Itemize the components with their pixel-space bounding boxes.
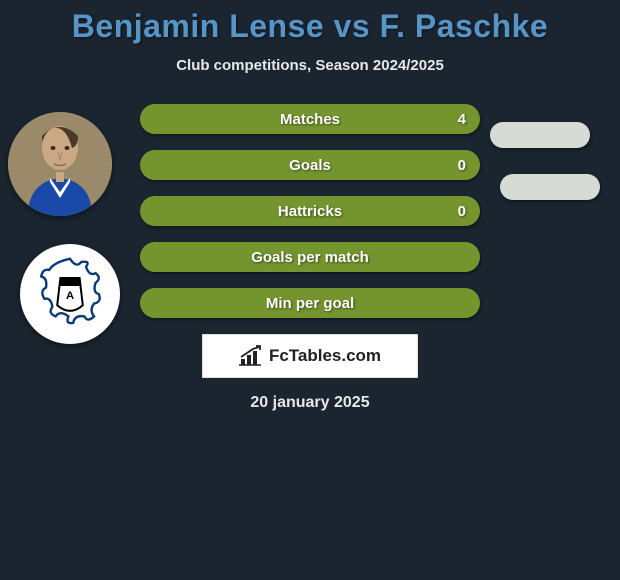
player1-photo: [8, 112, 112, 216]
stat-label: Hattricks: [278, 203, 342, 220]
player-portrait-icon: [8, 112, 112, 216]
comparison-content: A Matches 4 Goals 0 Hattricks 0 Goals per matc…: [0, 104, 620, 318]
stat-rows: Matches 4 Goals 0 Hattricks 0 Goals per match M…: [140, 104, 480, 318]
stat-value: 0: [458, 203, 466, 220]
page-title: Benjamin Lense vs F. Paschke: [0, 0, 620, 45]
bar-chart-icon: [239, 345, 263, 367]
fctables-logo[interactable]: FcTables.com: [202, 334, 418, 378]
stat-row: Min per goal: [140, 288, 480, 318]
page-subtitle: Club competitions, Season 2024/2025: [0, 57, 620, 74]
stat-row: Goals per match: [140, 242, 480, 272]
club-crest-icon: A: [30, 254, 110, 334]
stat-row: Goals 0: [140, 150, 480, 180]
logo-text: FcTables.com: [269, 346, 381, 366]
stat-label: Goals: [289, 157, 331, 174]
stat-label: Min per goal: [266, 295, 354, 312]
stat-value: 0: [458, 157, 466, 174]
snapshot-date: 20 january 2025: [0, 394, 620, 412]
player1-club-badge: A: [20, 244, 120, 344]
stat-label: Goals per match: [251, 249, 369, 266]
stat-value: 4: [458, 111, 466, 128]
stat-label: Matches: [280, 111, 340, 128]
player2-stat-pill: [500, 174, 600, 200]
player2-stat-pill: [490, 122, 590, 148]
stat-row: Hattricks 0: [140, 196, 480, 226]
svg-text:A: A: [66, 290, 74, 302]
stat-row: Matches 4: [140, 104, 480, 134]
